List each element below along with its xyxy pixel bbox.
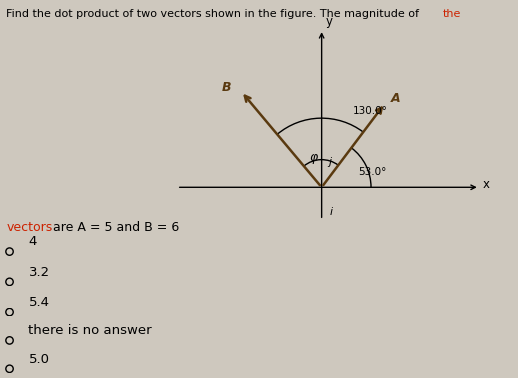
- Text: j: j: [328, 157, 332, 167]
- Text: 53.0°: 53.0°: [358, 167, 386, 177]
- Text: 3.2: 3.2: [28, 266, 50, 279]
- Text: 5.0: 5.0: [28, 353, 50, 366]
- Text: x: x: [483, 178, 490, 191]
- Text: B: B: [222, 81, 231, 94]
- Text: Find the dot product of two vectors shown in the figure. The magnitude of: Find the dot product of two vectors show…: [6, 9, 423, 19]
- Text: 5.4: 5.4: [28, 296, 50, 309]
- Text: A: A: [391, 92, 400, 105]
- Text: i: i: [329, 207, 333, 217]
- Text: the: the: [442, 9, 461, 19]
- Text: 4: 4: [28, 235, 37, 248]
- Text: y: y: [326, 15, 333, 28]
- Text: vectors: vectors: [6, 221, 52, 234]
- Text: φ: φ: [309, 151, 318, 164]
- Text: are A = 5 and B = 6: are A = 5 and B = 6: [49, 221, 179, 234]
- Text: 130.0°: 130.0°: [353, 105, 388, 116]
- Text: there is no answer: there is no answer: [28, 324, 152, 337]
